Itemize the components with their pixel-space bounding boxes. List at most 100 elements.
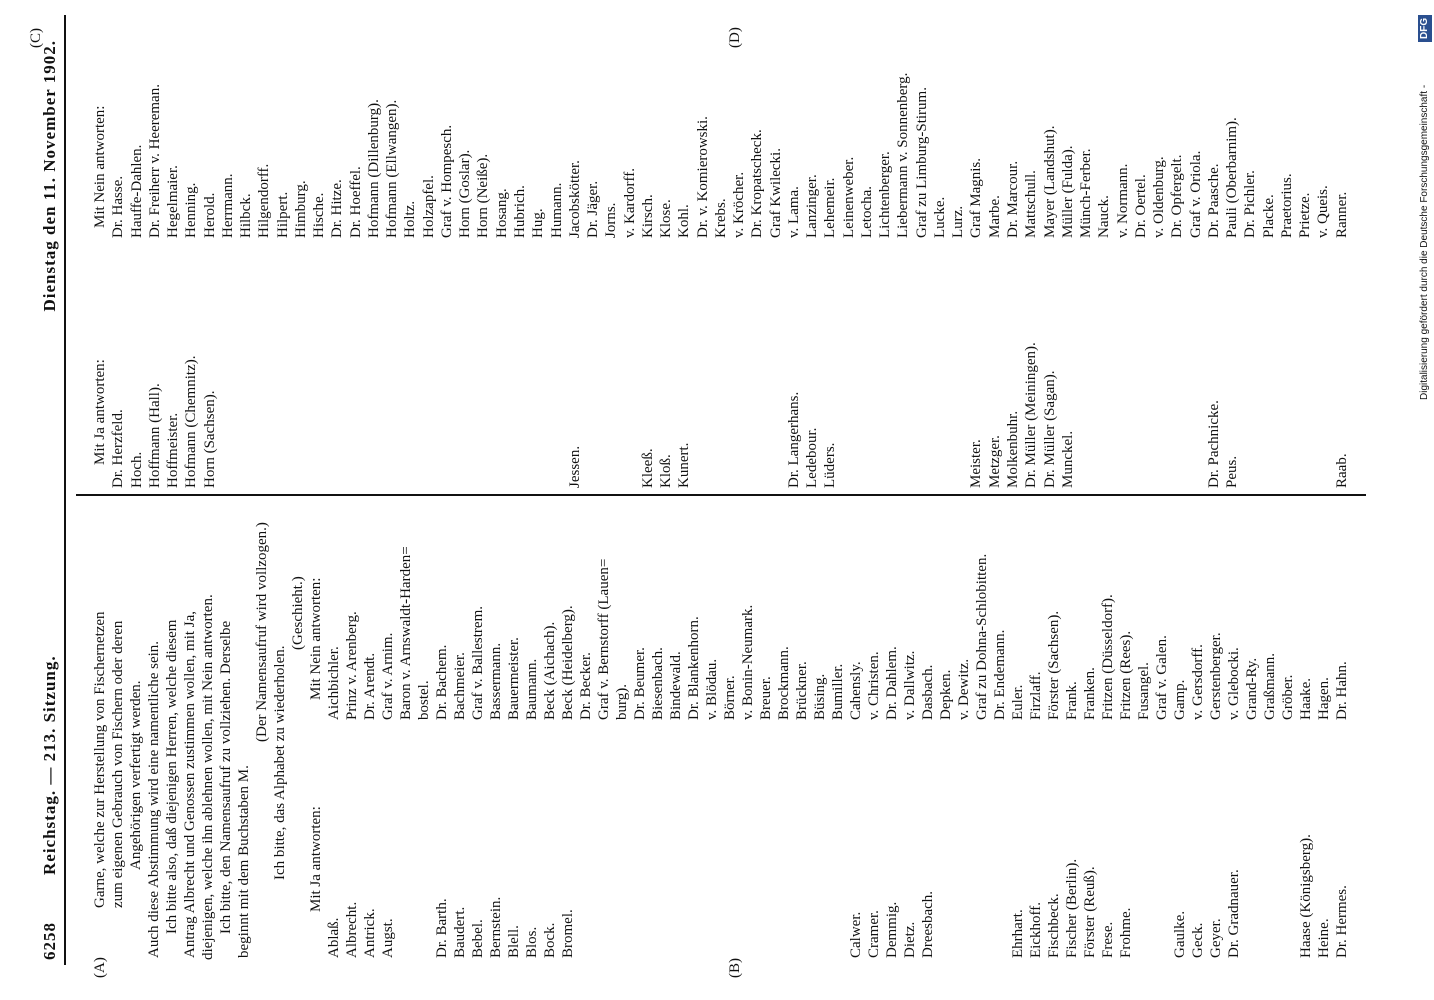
no-name: Dr. Beumer.: [632, 647, 648, 720]
no-name: Prietze.: [1297, 192, 1314, 238]
intro-line: diejenigen, welche ihn ablehnen wollen, …: [200, 594, 216, 960]
no-name: Bassermann.: [488, 642, 504, 720]
no-name: v. Gersdorff.: [1190, 644, 1206, 720]
no-name: Mayer (Landshut).: [1041, 125, 1058, 238]
no-name: Frank.: [1064, 681, 1080, 720]
yes-name: Horn (Sachsen).: [201, 390, 218, 488]
no-name: Dr. Opfergelt.: [1169, 154, 1186, 238]
no-name: Dr. Hahn.: [1334, 661, 1350, 720]
yes-name: Baudert.: [452, 906, 468, 958]
no-name: bostel.: [416, 680, 432, 720]
margin-mark: (A): [92, 957, 108, 978]
yes-name: Ledebour.: [804, 427, 821, 488]
no-name: Lanzinger.: [804, 174, 821, 238]
no-name: Krebs.: [712, 198, 729, 238]
yes-name: Kunert.: [676, 442, 693, 488]
no-name: Lucke.: [931, 196, 948, 238]
no-name: Dr. Becker.: [578, 652, 594, 720]
yes-name: Bromel.: [560, 909, 576, 958]
no-name: Lurz.: [950, 205, 967, 238]
yes-name: Dr. Barth.: [434, 898, 450, 958]
no-name: Fritzen (Düsseldorf).: [1100, 594, 1116, 720]
no-name: Marbe.: [986, 195, 1003, 238]
no-name: Bumiller.: [830, 663, 846, 720]
yes-name: Bebel.: [470, 919, 486, 958]
no-name: Graf Magnis.: [968, 158, 985, 238]
no-name: v. Lama.: [785, 186, 802, 238]
yes-name: Hoffmeister.: [165, 412, 182, 488]
no-name: v. Blödau.: [704, 658, 720, 720]
intro-line: (Geschieht.): [290, 576, 306, 650]
yes-name: Kloß.: [658, 454, 675, 488]
no-name: Lichtenberger.: [877, 151, 894, 238]
no-name: Biesenbach.: [650, 647, 666, 720]
yes-name: Peus.: [1224, 455, 1241, 488]
no-name: Euler.: [1010, 684, 1026, 720]
no-name: v. Dewitz.: [956, 658, 972, 720]
no-name: Graf v. Ballestrem.: [470, 606, 486, 720]
no-name: Hosang.: [493, 188, 510, 238]
margin-mark: (D): [727, 27, 743, 48]
no-name: Graßmann.: [1262, 652, 1278, 720]
yes-name: Geck.: [1190, 922, 1206, 958]
no-name: Depken.: [938, 669, 954, 720]
no-name: Hofmann (Ellwangen).: [384, 99, 401, 238]
no-name: Horn (Neiße).: [475, 153, 492, 238]
no-name: v. Christen.: [866, 651, 882, 720]
no-name: Fritzen (Rees).: [1118, 630, 1134, 720]
margin-mark: (B): [727, 958, 743, 978]
no-name: Bindewald.: [668, 651, 684, 720]
no-heading: Mit Nein antworten:: [92, 105, 108, 228]
dfg-logo: DFG: [1418, 14, 1432, 42]
no-name: Ranner.: [1333, 191, 1350, 238]
no-name: Prinz v. Arenberg.: [344, 611, 360, 720]
no-name: Dr. Bachem.: [434, 644, 450, 720]
no-name: Hische.: [311, 192, 328, 238]
no-name: Jorns.: [603, 202, 620, 238]
no-name: Graf zu Dohna-Schlobitten.: [974, 553, 990, 720]
no-name: Baron v. Arnswaldt-Harden=: [398, 546, 414, 720]
no-name: Hilgendorff.: [256, 163, 273, 238]
running-title: Reichstag. — 213. Sitzung.: [40, 655, 59, 875]
yes-name: Cramer.: [866, 910, 882, 958]
no-name: Hubrich.: [511, 185, 528, 238]
no-name: v. Bonin-Neumark.: [740, 604, 756, 720]
no-name: Graf v. Bernstorff (Lauen=: [596, 558, 612, 720]
no-name: Hauffe-Dahlen.: [128, 144, 145, 238]
yes-name: Lüders.: [822, 442, 839, 488]
no-name: Haake.: [1298, 677, 1314, 720]
yes-name: Dr. Müller (Sagan).: [1041, 370, 1058, 488]
yes-name: Frese.: [1100, 921, 1116, 958]
no-name: Gerstenberger.: [1208, 632, 1224, 720]
yes-name: Blos.: [524, 926, 540, 958]
no-name: Graf v. Hompesch.: [438, 124, 455, 238]
intro-line: beginnt mit dem Buchstaben M.: [236, 765, 252, 958]
no-name: Dr. Paasche.: [1205, 163, 1222, 238]
no-name: Cahensly.: [848, 661, 864, 720]
no-name: v. Queis.: [1315, 185, 1332, 238]
no-name: Praetorius.: [1278, 173, 1295, 238]
no-name: Henning.: [183, 182, 200, 238]
no-name: Graf zu Limburg-Stirum.: [913, 87, 930, 238]
no-name: Dr. Hoeffel.: [347, 166, 364, 238]
no-name: Gröber.: [1280, 674, 1296, 720]
no-name: Dr. Hasse.: [110, 175, 127, 238]
no-name: Förster (Sachsen).: [1046, 610, 1062, 720]
intro-line: Ich bitte also, daß diejenigen Herren, w…: [164, 619, 180, 934]
no-name: Dr. Arendt.: [362, 652, 378, 720]
no-name: Fusangel.: [1136, 662, 1152, 720]
no-name: Brückner.: [794, 661, 810, 720]
no-name: Humann.: [548, 182, 565, 238]
intro-line: Antrag Albrecht und Genossen zustimmen w…: [182, 610, 198, 958]
no-name: Letocha.: [858, 185, 875, 238]
no-name: Graf v. Galen.: [1154, 635, 1170, 720]
yes-name: Heine.: [1316, 918, 1332, 958]
yes-name: Haase (Königsberg).: [1298, 834, 1314, 958]
no-name: Brockmann.: [776, 646, 792, 720]
no-name: v. Dallwitz.: [902, 650, 918, 720]
intro-line: zum eigenen Gebrauch von Fischern oder d…: [110, 620, 126, 908]
yes-name: Calwer.: [848, 911, 864, 958]
no-name: Mattschull.: [1023, 170, 1040, 238]
